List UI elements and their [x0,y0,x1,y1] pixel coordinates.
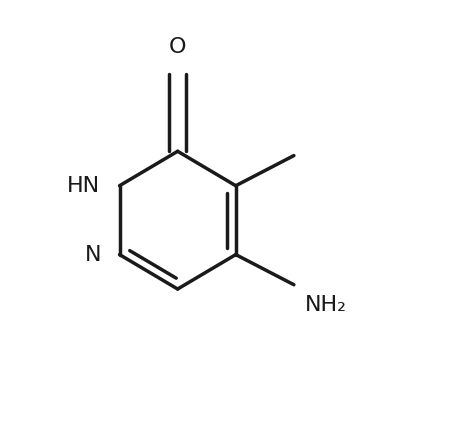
Text: N: N [85,245,101,265]
Text: HN: HN [67,176,100,196]
Text: NH₂: NH₂ [305,296,346,316]
Text: O: O [169,37,186,58]
